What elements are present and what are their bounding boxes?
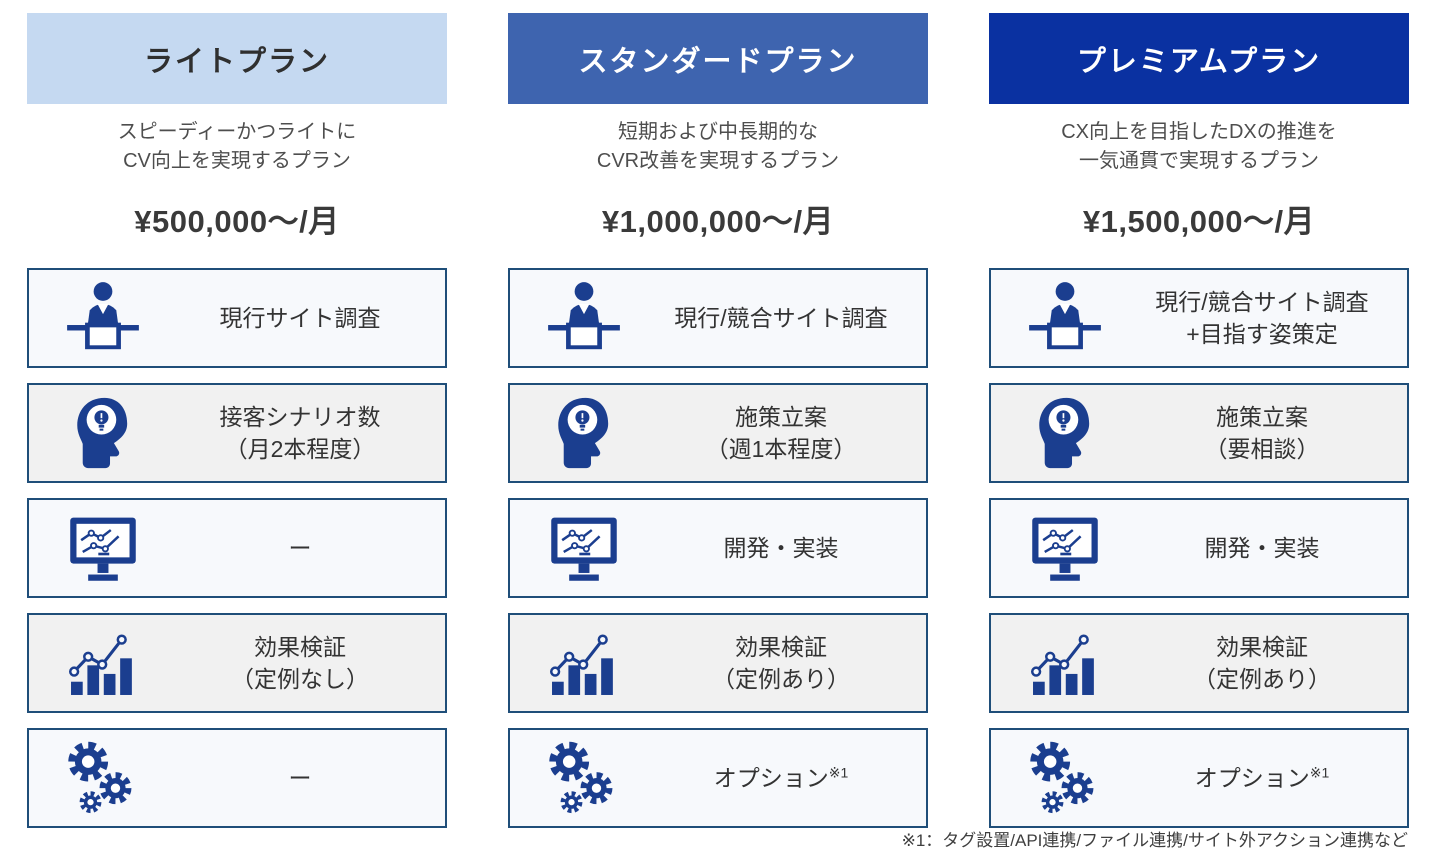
feature-card: 接客シナリオ数 （月2本程度） [27, 383, 447, 483]
gears-icon [29, 739, 177, 817]
feature-card: 現行サイト調査 [27, 268, 447, 368]
idea-head-icon [29, 394, 177, 472]
plan-name: スタンダードプラン [578, 45, 858, 78]
feature-label: 効果検証 （定例あり） [712, 633, 850, 692]
plan-name: プレミアムプラン [1076, 45, 1322, 78]
gears-icon [510, 739, 658, 817]
plan-column-standard: スタンダードプラン 短期および中長期的な CVR改善を実現するプラン ¥1,000… [508, 13, 928, 828]
feature-label: 開発・実装 [723, 534, 839, 561]
growth-chart-icon [29, 624, 177, 702]
feature-label: 現行/競合サイト調査 [674, 304, 888, 331]
plan-description: CX向上を目指したDXの推進を 一気通貫で実現するプラン [1061, 121, 1337, 172]
feature-label: 現行/競合サイト調査 +目指す姿策定 [1155, 288, 1369, 347]
feature-label: 現行サイト調査 [219, 304, 381, 331]
feature-list: 現行/競合サイト調査 施策立案 （週1本程度） 開発・実装 効果検証 （定例あり） … [508, 268, 928, 828]
growth-chart-icon [991, 624, 1139, 702]
gears-icon [991, 739, 1139, 817]
feature-label: オプション※1 [713, 764, 849, 791]
monitor-chart-icon [991, 509, 1139, 587]
plan-columns: ライトプラン スピーディーかつライトに CV向上を実現するプラン ¥500,000… [27, 13, 1409, 828]
plan-description: 短期および中長期的な CVR改善を実現するプラン [596, 121, 840, 172]
feature-label: オプション※1 [1194, 764, 1330, 791]
feature-list: 現行サイト調査 接客シナリオ数 （月2本程度） ー 効果検証 （定例なし） ー [27, 268, 447, 828]
feature-card: ー [27, 498, 447, 598]
feature-card: 効果検証 （定例あり） [989, 613, 1409, 713]
plan-column-premium: プレミアムプラン CX向上を目指したDXの推進を 一気通貫で実現するプラン ¥1,… [989, 13, 1409, 828]
plan-header-premium: プレミアムプラン [989, 13, 1409, 104]
feature-card: 現行/競合サイト調査 +目指す姿策定 [989, 268, 1409, 368]
feature-card: 施策立案 （要相談） [989, 383, 1409, 483]
feature-label: 効果検証 （定例なし） [231, 633, 369, 692]
idea-head-icon [991, 394, 1139, 472]
person-desk-icon [510, 279, 658, 357]
plan-price: ¥1,000,000〜/月 [601, 204, 835, 239]
growth-chart-icon [510, 624, 658, 702]
plan-price: ¥1,500,000〜/月 [1082, 204, 1316, 239]
plan-header-light: ライトプラン [27, 13, 447, 104]
feature-label: 施策立案 （週1本程度） [705, 403, 857, 462]
person-desk-icon [991, 279, 1139, 357]
feature-card: オプション※1 [508, 728, 928, 828]
feature-card: ー [27, 728, 447, 828]
plan-description: スピーディーかつライトに CV向上を実現するプラン [117, 121, 357, 172]
monitor-chart-icon [510, 509, 658, 587]
plan-name: ライトプラン [143, 45, 330, 78]
feature-label: ー [288, 534, 312, 561]
feature-card: 施策立案 （週1本程度） [508, 383, 928, 483]
monitor-chart-icon [29, 509, 177, 587]
idea-head-icon [510, 394, 658, 472]
plan-column-light: ライトプラン スピーディーかつライトに CV向上を実現するプラン ¥500,000… [27, 13, 447, 828]
feature-list: 現行/競合サイト調査 +目指す姿策定 施策立案 （要相談） 開発・実装 効果検証 （定… [989, 268, 1409, 828]
person-desk-icon [29, 279, 177, 357]
feature-label: 効果検証 （定例あり） [1193, 633, 1331, 692]
feature-card: 開発・実装 [989, 498, 1409, 598]
feature-card: 現行/競合サイト調査 [508, 268, 928, 368]
feature-label: ー [288, 764, 312, 791]
feature-card: オプション※1 [989, 728, 1409, 828]
feature-label: 開発・実装 [1204, 534, 1320, 561]
feature-card: 効果検証 （定例あり） [508, 613, 928, 713]
feature-label: 施策立案 （要相談） [1204, 403, 1320, 462]
feature-card: 開発・実装 [508, 498, 928, 598]
footnote: ※1：タグ設置/API連携/ファイル連携/サイト外アクション連携など [901, 831, 1408, 850]
feature-card: 効果検証 （定例なし） [27, 613, 447, 713]
plan-price: ¥500,000〜/月 [134, 204, 340, 239]
feature-label: 接客シナリオ数 （月2本程度） [219, 403, 381, 462]
plan-header-standard: スタンダードプラン [508, 13, 928, 104]
